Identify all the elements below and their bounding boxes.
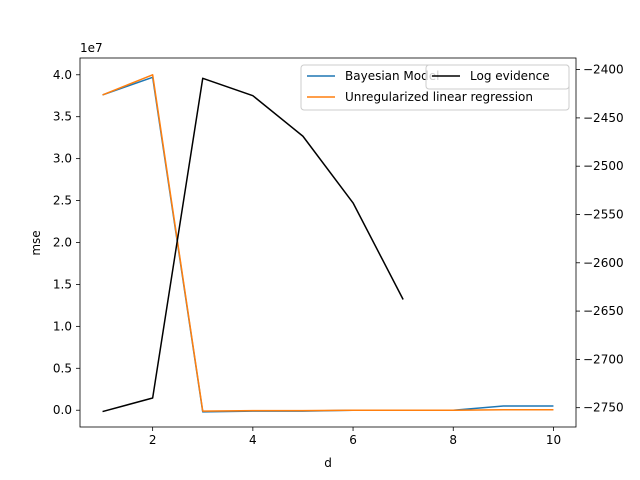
left-y-tick-label-6: 3.0 — [53, 152, 72, 166]
left-y-tick-label-5: 2.5 — [53, 194, 72, 208]
right-y-tick-label-4: −2550 — [583, 207, 624, 221]
right-y-tick-label-7: −2400 — [583, 63, 624, 77]
series-line-log-evidence — [102, 77, 404, 413]
right-y-tick-label-1: −2700 — [583, 352, 624, 366]
x-tick-label-8: 8 — [449, 433, 457, 447]
legend-label-unregularized: Unregularized linear regression — [345, 90, 533, 104]
left-offset-text: 1e7 — [80, 41, 103, 55]
right-y-tick-label-2: −2650 — [583, 304, 624, 318]
left-y-axis-label: mse — [29, 230, 43, 255]
left-y-axis-ticks: 0.0 0.5 1.0 1.5 2.0 2.5 3.0 3.5 4.0 — [53, 68, 80, 417]
right-y-tick-label-0: −2750 — [583, 401, 624, 415]
left-y-tick-label-0: 0.0 — [53, 403, 72, 417]
legend-label-log-evidence: Log evidence — [470, 69, 550, 83]
right-y-tick-label-6: −2450 — [583, 111, 624, 125]
left-y-tick-label-8: 4.0 — [53, 68, 72, 82]
x-axis-ticks: 2 4 6 8 10 — [149, 427, 561, 447]
right-y-tick-label-5: −2500 — [583, 159, 624, 173]
left-y-tick-label-4: 2.0 — [53, 236, 72, 250]
x-tick-label-2: 2 — [149, 433, 157, 447]
right-y-tick-label-3: −2600 — [583, 256, 624, 270]
legend-label-bayesian-model: Bayesian Model — [345, 69, 439, 83]
lines-layer — [102, 74, 554, 413]
plot-frame — [79, 57, 577, 428]
plot-area — [80, 58, 576, 427]
x-tick-label-10: 10 — [546, 433, 561, 447]
right-y-axis-ticks: −2750 −2700 −2650 −2600 −2550 −2500 −2450 −2400 — [576, 63, 624, 415]
legend-right: Log evidence — [425, 64, 570, 90]
left-y-tick-label-3: 1.5 — [53, 277, 72, 291]
x-tick-label-6: 6 — [349, 433, 357, 447]
legend-right-frame — [425, 64, 570, 90]
left-y-tick-label-2: 1.0 — [53, 319, 72, 333]
x-axis-label: d — [324, 456, 332, 470]
x-tick-label-4: 4 — [249, 433, 257, 447]
left-y-tick-label-7: 3.5 — [53, 110, 72, 124]
left-y-tick-label-1: 0.5 — [53, 361, 72, 375]
